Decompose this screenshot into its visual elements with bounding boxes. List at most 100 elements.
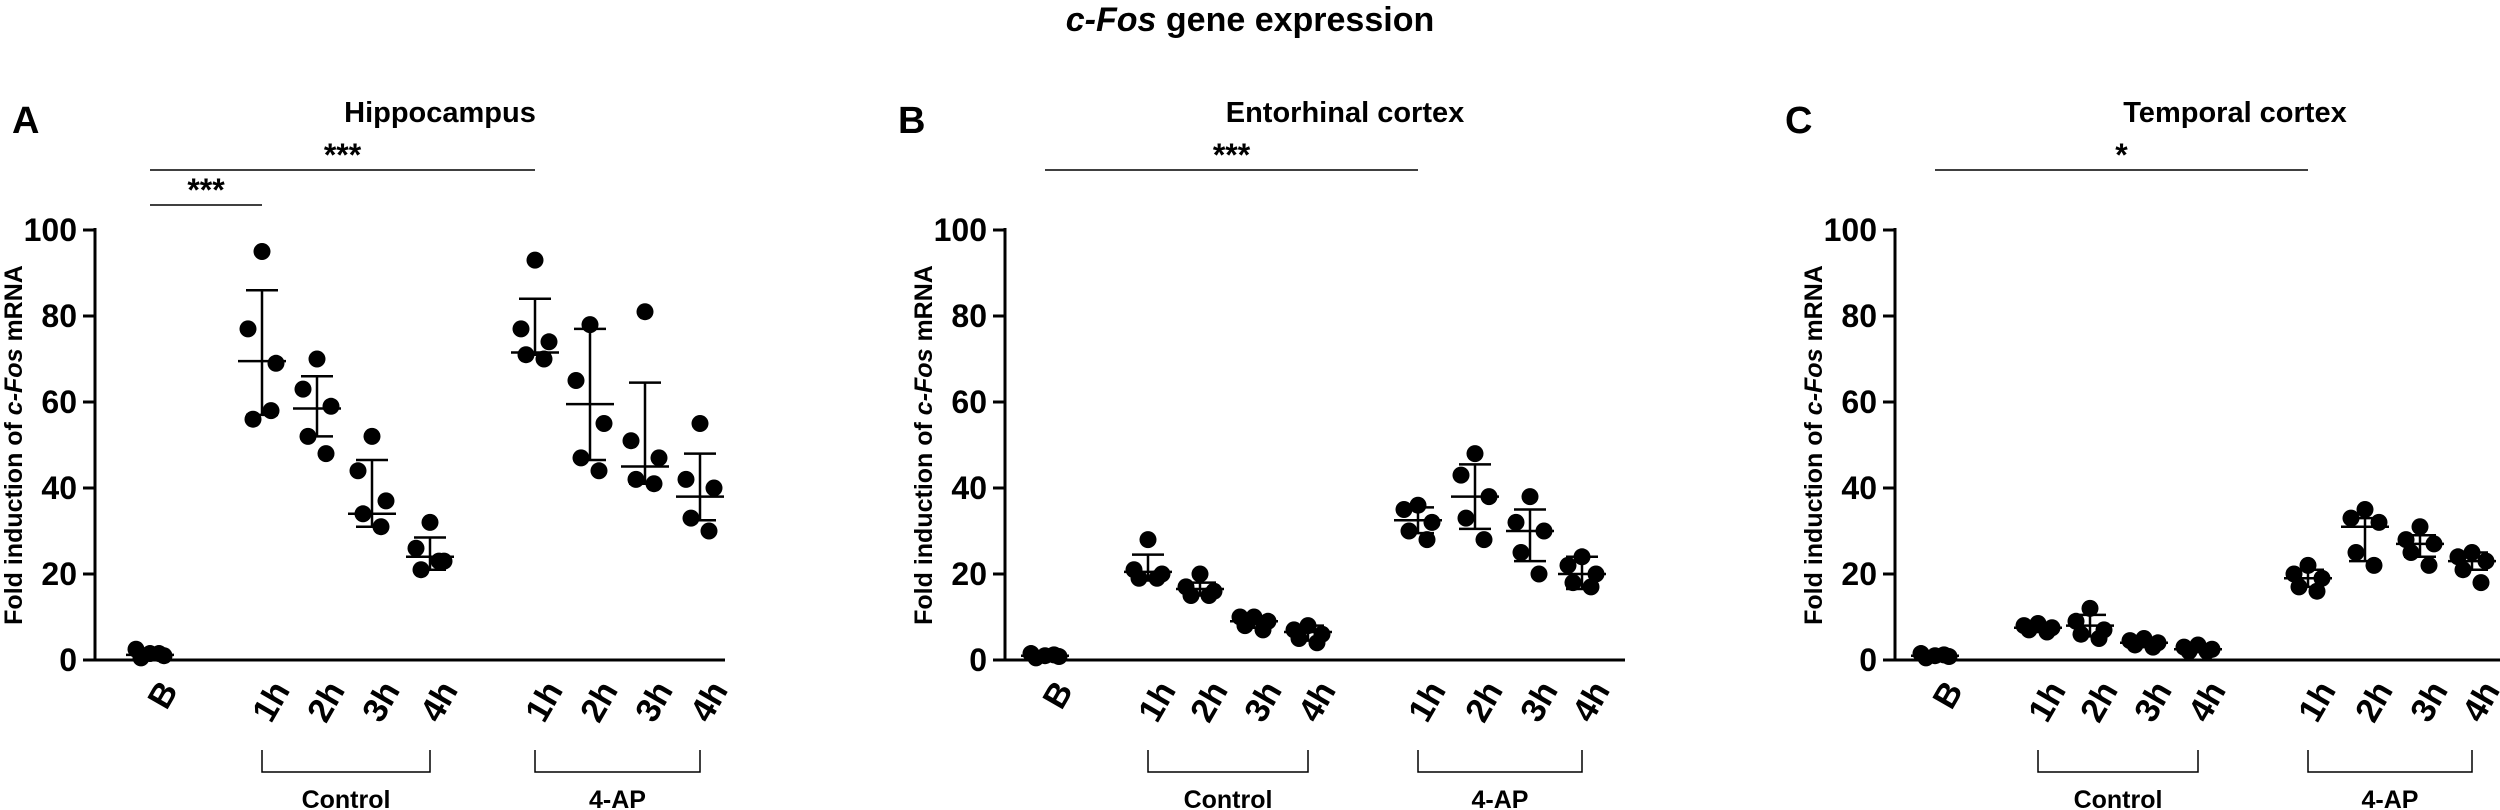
data-point — [2090, 630, 2108, 647]
data-point — [1535, 522, 1553, 540]
data-point — [1587, 565, 1605, 583]
data-point — [1299, 617, 1317, 635]
data-point — [377, 492, 395, 510]
data-point — [1409, 496, 1427, 514]
data-point — [636, 303, 654, 321]
data-point — [2342, 509, 2360, 527]
data-point — [2081, 599, 2099, 617]
y-tick-label: 40 — [951, 470, 987, 506]
data-point — [2198, 642, 2216, 660]
data-point — [1457, 509, 1475, 527]
y-tick-label: 20 — [41, 556, 77, 592]
group-bracket — [2037, 750, 2199, 773]
data-point — [1308, 634, 1326, 652]
data-point — [2370, 513, 2388, 531]
y-axis-label-part: Fold induction of — [0, 415, 28, 625]
y-tick-label: 0 — [969, 642, 987, 678]
panel-title: Temporal cortex — [2123, 97, 2346, 129]
y-axis-label: Fold induction of c-Fos mRNA — [1800, 265, 1828, 625]
data-point — [627, 470, 645, 488]
y-axis-label: Fold induction of c-Fos mRNA — [0, 265, 28, 625]
x-tick-label: 2h — [1458, 675, 1511, 728]
data-point — [2038, 623, 2056, 641]
x-tick-label: 4h — [1565, 675, 1618, 728]
significance-label: *** — [324, 137, 362, 173]
y-tick-label: 0 — [1859, 642, 1877, 678]
data-point — [2463, 544, 2481, 561]
data-point — [1559, 556, 1577, 574]
panel-letter: B — [898, 100, 925, 142]
x-tick-label: 2h — [573, 675, 626, 728]
data-point — [1290, 630, 1308, 647]
data-point — [267, 354, 285, 372]
panel-c: C Temporal cortex Fold induction of c-Fos … — [1785, 97, 2500, 810]
data-point — [239, 320, 257, 338]
data-point — [622, 432, 640, 450]
data-point — [691, 415, 709, 432]
data-point — [262, 402, 280, 420]
data-point — [2477, 552, 2495, 570]
x-tick-label: 3h — [1513, 675, 1566, 728]
data-point — [308, 350, 326, 368]
data-point — [595, 415, 613, 432]
data-point — [1200, 587, 1218, 604]
group-label: 4-AP — [589, 786, 646, 810]
data-point — [1466, 445, 1484, 463]
group-label: 4-AP — [1472, 786, 1529, 810]
data-point — [2290, 578, 2308, 596]
data-point — [2411, 518, 2429, 536]
x-tick-label: B — [1926, 675, 1971, 715]
y-axis-label-gene: c-Fos — [910, 348, 938, 415]
data-point — [2449, 548, 2467, 566]
data-point — [1452, 466, 1470, 484]
data-point — [1564, 574, 1582, 592]
y-axis-label: Fold induction of c-Fos mRNA — [910, 265, 938, 625]
data-point — [372, 518, 390, 536]
data-point — [2472, 574, 2490, 592]
data-point — [2299, 556, 2317, 574]
y-axis-label-gene: c-Fos — [1800, 348, 1828, 415]
y-axis-label-part: Fold induction of — [1800, 415, 1828, 625]
data-point — [645, 475, 663, 493]
data-point — [512, 320, 530, 338]
data-point — [1935, 646, 1953, 664]
data-point — [1045, 646, 1063, 664]
figure-title-rest: gene expression — [1156, 1, 1435, 39]
panel-letter: C — [1785, 100, 1812, 142]
data-point — [2308, 582, 2326, 600]
data-point — [2347, 544, 2365, 561]
data-point — [2072, 625, 2090, 643]
y-tick-label: 20 — [1841, 556, 1877, 592]
data-point — [1182, 587, 1200, 604]
y-tick-label: 80 — [41, 298, 77, 334]
significance-label: *** — [187, 172, 225, 208]
x-tick-label: 4h — [1291, 675, 1344, 728]
data-point — [2356, 501, 2374, 518]
data-point — [517, 346, 535, 364]
data-point — [1512, 544, 1530, 561]
data-point — [421, 513, 439, 531]
x-tick-label: 4h — [683, 675, 736, 728]
data-point — [1418, 531, 1436, 549]
data-point — [650, 449, 668, 467]
y-axis-label-part: Fold induction of — [910, 415, 938, 625]
data-point — [132, 649, 150, 667]
panel-title: Entorhinal cortex — [1226, 97, 1465, 129]
x-tick-label: 2h — [2073, 675, 2126, 728]
data-point — [1530, 565, 1548, 583]
group-label: Control — [1184, 786, 1273, 810]
x-tick-label: 3h — [1237, 675, 1290, 728]
x-tick-label: 1h — [518, 675, 571, 728]
x-tick-label: 2h — [300, 675, 353, 728]
data-point — [430, 552, 448, 570]
x-tick-label: 1h — [1131, 675, 1184, 728]
x-tick-label: 3h — [2127, 675, 2180, 728]
data-point — [705, 479, 723, 497]
data-point — [2365, 556, 2383, 574]
data-point — [1191, 565, 1209, 583]
data-point — [1148, 569, 1166, 587]
data-point — [294, 380, 312, 398]
data-point — [354, 505, 372, 523]
y-tick-label: 40 — [41, 470, 77, 506]
y-axis-label-gene: c-Fos — [0, 348, 28, 415]
